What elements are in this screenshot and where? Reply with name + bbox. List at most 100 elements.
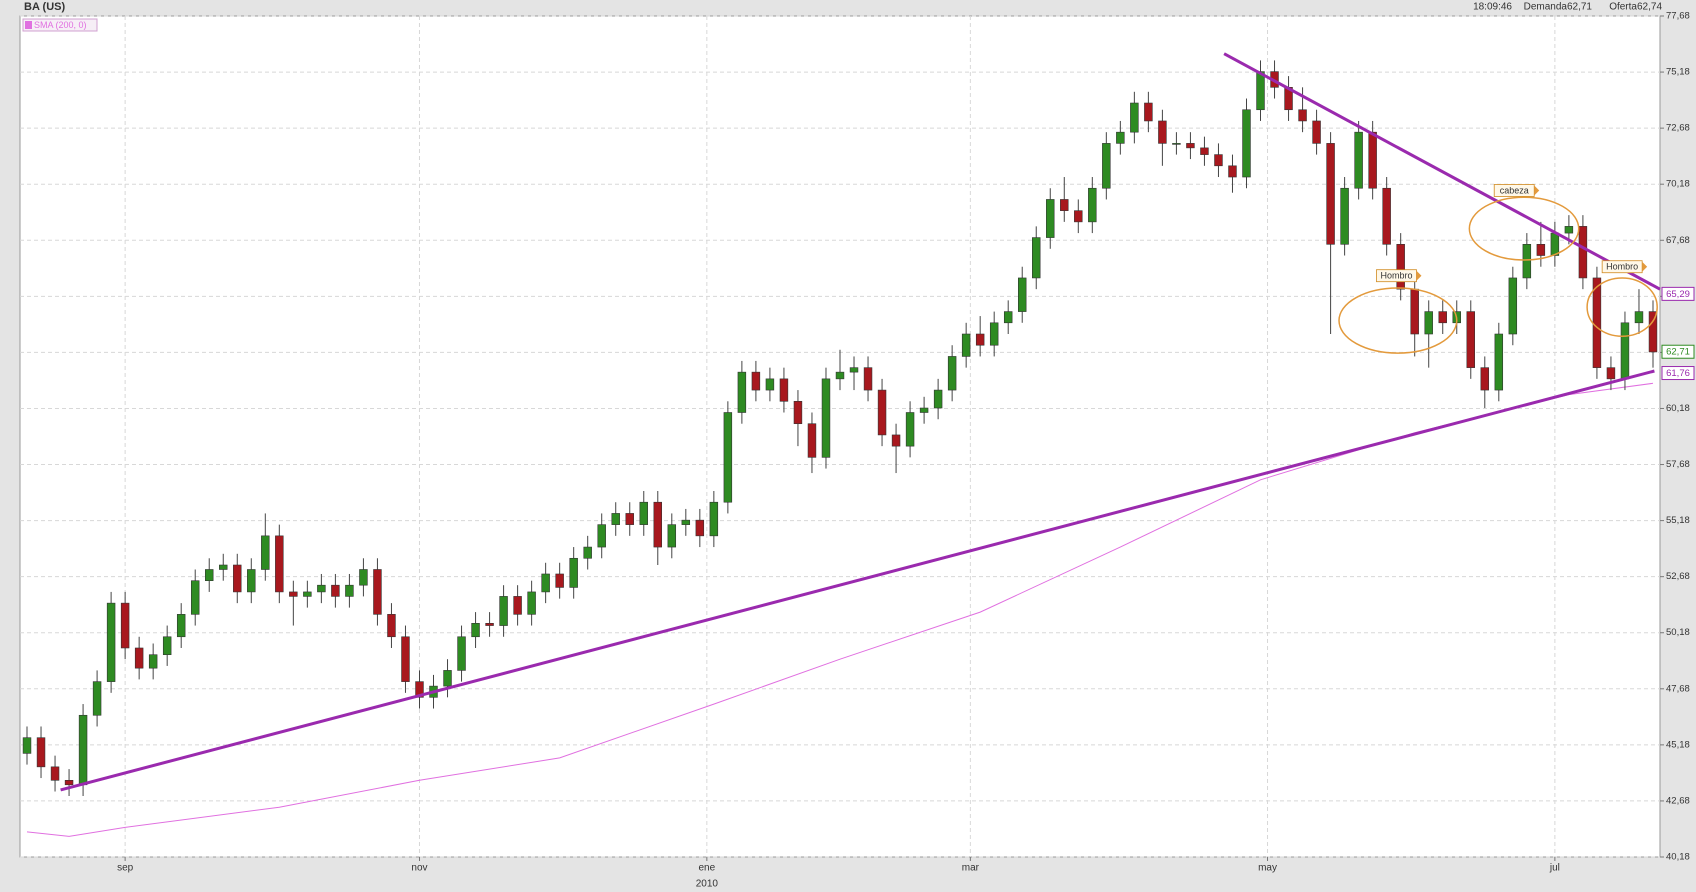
candle-body bbox=[1648, 311, 1658, 353]
candle-body bbox=[1214, 154, 1223, 167]
y-tick-label: 57,68 bbox=[1666, 459, 1690, 470]
annotation-pointer bbox=[1534, 185, 1540, 196]
price-tag-label: 62,71 bbox=[1666, 347, 1690, 358]
price-tag bbox=[1661, 344, 1695, 359]
candle-body bbox=[1620, 322, 1630, 380]
price-tag bbox=[1661, 366, 1695, 381]
candle-body bbox=[989, 322, 999, 346]
candle-body bbox=[821, 378, 831, 458]
candle-body bbox=[1242, 109, 1251, 178]
annotation-ellipse bbox=[1586, 277, 1658, 338]
candle-body bbox=[289, 591, 298, 597]
candle-body bbox=[765, 378, 775, 391]
candle-body bbox=[415, 681, 424, 698]
candle-body bbox=[1424, 311, 1433, 335]
candle-body bbox=[64, 780, 74, 786]
candle-body bbox=[303, 591, 312, 597]
annotation-label: Hombro bbox=[1380, 271, 1412, 281]
candle-body bbox=[1354, 131, 1363, 189]
candle-body bbox=[1256, 71, 1265, 111]
ask: Oferta62,74 bbox=[1609, 2, 1662, 13]
candle-body bbox=[1592, 277, 1602, 368]
year-label: 2010 bbox=[696, 879, 719, 890]
candles bbox=[22, 60, 1658, 796]
annotation-ellipse bbox=[1468, 196, 1580, 261]
chart-title: BA (US) bbox=[24, 1, 65, 13]
candle-body bbox=[443, 670, 452, 687]
annotation-ellipse bbox=[1338, 287, 1458, 354]
candle-body bbox=[317, 584, 326, 593]
candle-body bbox=[583, 546, 592, 559]
candle-body bbox=[1550, 232, 1560, 256]
candle-body bbox=[611, 513, 620, 525]
candle-body bbox=[1326, 143, 1335, 245]
grid bbox=[20, 15, 1660, 858]
time: 18:09:46 bbox=[1473, 2, 1512, 13]
x-tick-label: may bbox=[1258, 863, 1277, 874]
candle-body bbox=[78, 714, 88, 786]
candle-body bbox=[1186, 143, 1195, 149]
y-tick-label: 60,18 bbox=[1666, 403, 1690, 414]
y-tick-label: 55,18 bbox=[1666, 515, 1690, 526]
candle-body bbox=[905, 412, 915, 447]
candle-body bbox=[961, 333, 971, 357]
candle-body bbox=[1368, 131, 1377, 189]
y-tick-label: 72,68 bbox=[1666, 123, 1690, 134]
candle-body bbox=[387, 614, 396, 638]
candle-body bbox=[555, 573, 564, 588]
candle-body bbox=[134, 647, 144, 669]
candle-body bbox=[1017, 277, 1027, 312]
candle-body bbox=[1172, 143, 1181, 145]
candle-body bbox=[569, 557, 578, 588]
x-tick-label: nov bbox=[411, 863, 427, 874]
candle-body bbox=[1480, 367, 1490, 391]
candle-body bbox=[148, 654, 158, 669]
price-tag-label: 65,29 bbox=[1666, 289, 1690, 300]
x-tick-label: ene bbox=[698, 863, 715, 874]
price-tag bbox=[1661, 286, 1695, 301]
trendline bbox=[60, 369, 1655, 792]
candle-body bbox=[36, 737, 46, 768]
candle-body bbox=[205, 569, 214, 582]
candle-body bbox=[1410, 288, 1419, 335]
candle-body bbox=[1298, 109, 1307, 122]
candle-body bbox=[106, 602, 116, 682]
annotation-pointer bbox=[1416, 270, 1422, 281]
candle-body bbox=[793, 400, 803, 425]
candle-body bbox=[849, 367, 859, 373]
candle-body bbox=[1312, 120, 1321, 144]
annotation-label: cabeza bbox=[1500, 185, 1529, 195]
candle-body bbox=[1102, 143, 1111, 189]
candle-body bbox=[1060, 199, 1069, 211]
x-tick-label: mar bbox=[962, 863, 980, 874]
candle-body bbox=[667, 524, 677, 548]
candle-body bbox=[247, 569, 256, 593]
candle-body bbox=[261, 535, 270, 570]
candle-body bbox=[401, 636, 410, 682]
candle-body bbox=[639, 501, 648, 525]
candle-body bbox=[1634, 311, 1644, 324]
candle-body bbox=[1564, 226, 1574, 234]
candle-body bbox=[597, 524, 606, 548]
candle-body bbox=[1144, 102, 1153, 122]
candle-body bbox=[176, 614, 186, 638]
candle-body bbox=[162, 636, 172, 656]
candle-body bbox=[1116, 131, 1125, 144]
candle-body bbox=[737, 371, 747, 413]
annotation-label: Hombro bbox=[1606, 262, 1638, 272]
candle-body bbox=[50, 766, 60, 781]
candle-body bbox=[22, 737, 32, 754]
plot-area bbox=[19, 15, 1661, 858]
candle-body bbox=[1130, 102, 1139, 133]
candle-body bbox=[835, 371, 845, 380]
candle-body bbox=[1158, 120, 1167, 144]
candle-body bbox=[681, 519, 691, 525]
candle-body bbox=[625, 513, 634, 525]
candle-body bbox=[807, 423, 817, 458]
y-tick-label: 67,68 bbox=[1666, 235, 1690, 246]
candle-body bbox=[877, 389, 887, 436]
candle-body bbox=[975, 333, 985, 346]
candle-body bbox=[1074, 210, 1083, 223]
candle-body bbox=[751, 371, 761, 391]
